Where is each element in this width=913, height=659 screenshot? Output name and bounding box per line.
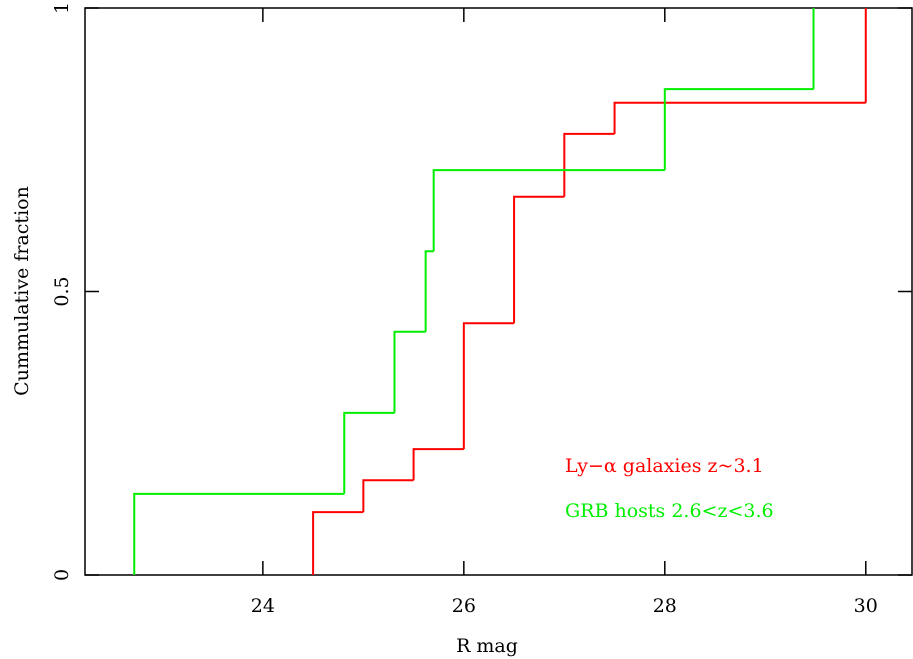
x-axis-label: R mag (456, 635, 518, 657)
step-segment (133, 492, 345, 575)
step-segment (412, 448, 464, 481)
step-segment (393, 330, 426, 413)
x-tick-label: 28 (653, 595, 677, 617)
step-segment (613, 101, 866, 134)
step-segment (424, 250, 434, 332)
x-tick-label: 26 (452, 595, 476, 617)
step-segment (513, 195, 565, 324)
step-segment (312, 511, 364, 575)
step-segment (663, 88, 814, 171)
plot-frame (84, 7, 913, 576)
x-tick-label: 30 (854, 595, 878, 617)
legend-entry: Ly−α galaxies z~3.1 (565, 455, 764, 477)
step-segment (563, 132, 615, 197)
legend-entry: GRB hosts 2.6<z<3.6 (565, 500, 774, 522)
y-tick-label: 1 (51, 2, 73, 14)
y-tick-label: 0 (51, 569, 73, 581)
step-segment (343, 411, 395, 494)
x-tick-label: 24 (251, 595, 275, 617)
step-segment (432, 169, 665, 252)
y-tick-label: 0.5 (51, 276, 73, 306)
step-segment (362, 479, 414, 513)
step-segment (462, 322, 515, 450)
y-axis-label: Cummulative fraction (11, 186, 33, 396)
